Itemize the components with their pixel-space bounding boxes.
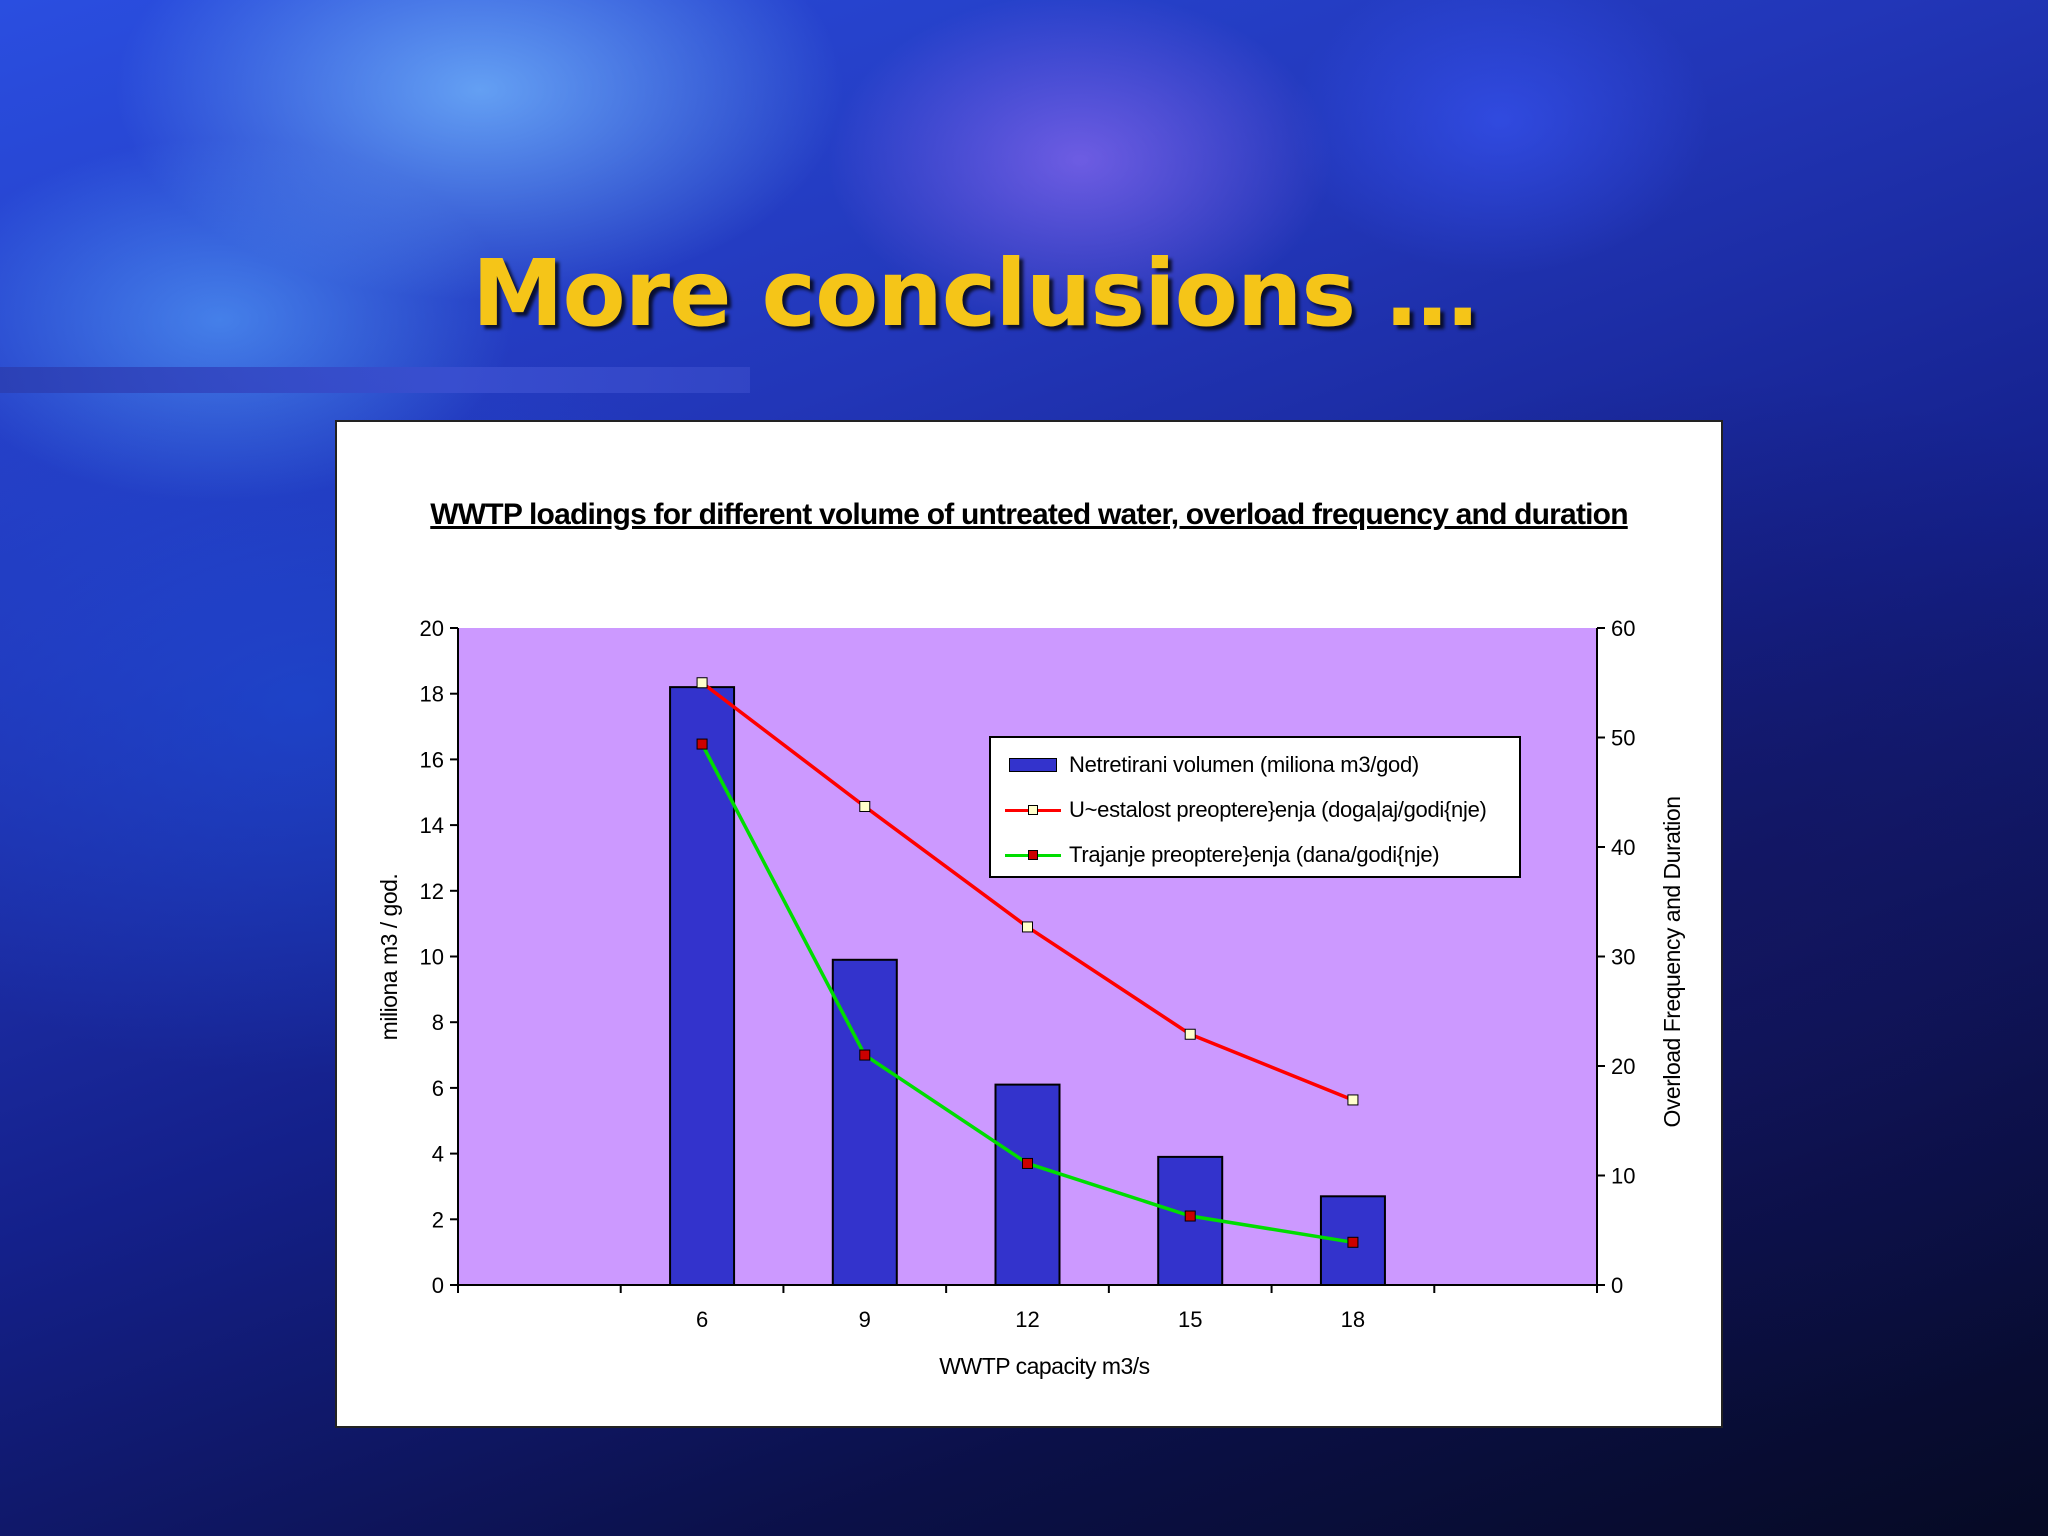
chart-canvas: 0 2 4 6 8 10 12 14 16 18 20 0 10 20 30 40 50 60 6 9 12 15 18 WW… [376, 616, 1685, 1379]
legend-label-duration: Trajanje preoptere}enja (dana/godi{nje) [1069, 842, 1440, 867]
chart-panel: 0 2 4 6 8 10 12 14 16 18 20 0 10 20 30 40 50 60 6 9 12 15 18 WW… [335, 420, 1723, 1428]
bar-volume [994, 1083, 1061, 1286]
bar-volume [669, 686, 736, 1286]
legend-swatch-bar [1009, 758, 1057, 772]
x-tick-label: 9 [859, 1307, 871, 1332]
legend-item-volume: Netretirani volumen (miliona m3/god) [1005, 748, 1419, 782]
y-tick-label: 0 [432, 1273, 444, 1298]
y2-tick-label: 20 [1611, 1054, 1635, 1079]
title-underline-bar [0, 367, 750, 393]
point-frequency [696, 677, 708, 689]
y2-tick-label: 10 [1611, 1164, 1635, 1189]
y2-tick-label: 0 [1611, 1273, 1623, 1298]
y-tick-label: 12 [420, 879, 444, 904]
y-tick-label: 2 [432, 1207, 444, 1232]
point-frequency [1184, 1028, 1196, 1040]
point-duration [1347, 1236, 1359, 1248]
y2-axis-title: Overload Frequency and Duration [1659, 797, 1685, 1128]
legend-marker-square [1028, 805, 1038, 815]
legend-item-frequency: U~estalost preoptere}enja (doga|aj/godi{… [1005, 793, 1487, 827]
legend-label-frequency: U~estalost preoptere}enja (doga|aj/godi{… [1069, 797, 1487, 822]
point-frequency [1022, 921, 1033, 933]
y-tick-label: 14 [420, 813, 444, 838]
legend-item-duration: Trajanje preoptere}enja (dana/godi{nje) [1005, 838, 1440, 872]
x-tick-label: 12 [1015, 1307, 1039, 1332]
y-tick-label: 20 [420, 616, 444, 641]
x-tick-label: 15 [1178, 1307, 1202, 1332]
y-axis-title: miliona m3 / god. [376, 874, 402, 1041]
y2-tick-label: 50 [1611, 726, 1635, 751]
y2-tick-label: 60 [1611, 616, 1635, 641]
x-tick-label: 18 [1341, 1307, 1365, 1332]
point-duration [1022, 1157, 1033, 1169]
point-frequency [1347, 1094, 1359, 1106]
y-tick-label: 10 [420, 945, 444, 970]
y2-tick-label: 30 [1611, 945, 1635, 970]
point-duration [696, 738, 708, 750]
y-tick-label: 4 [432, 1142, 444, 1167]
chart-title: WWTP loadings for different volume of un… [430, 498, 1628, 531]
y-tick-label: 6 [432, 1076, 444, 1101]
y2-tick-label: 40 [1611, 835, 1635, 860]
chart-legend: Netretirani volumen (miliona m3/god) U~e… [989, 736, 1521, 878]
y-tick-label: 8 [432, 1010, 444, 1035]
x-axis-title: WWTP capacity m3/s [939, 1353, 1149, 1379]
slide-title: More conclusions … [472, 240, 1478, 347]
point-frequency [859, 800, 871, 812]
y-tick-label: 18 [420, 682, 444, 707]
point-duration [859, 1049, 871, 1061]
x-tick-label: 6 [696, 1307, 708, 1332]
legend-label-volume: Netretirani volumen (miliona m3/god) [1069, 752, 1419, 777]
point-duration [1184, 1210, 1196, 1222]
legend-marker-square [1028, 850, 1038, 860]
y-tick-label: 16 [420, 747, 444, 772]
